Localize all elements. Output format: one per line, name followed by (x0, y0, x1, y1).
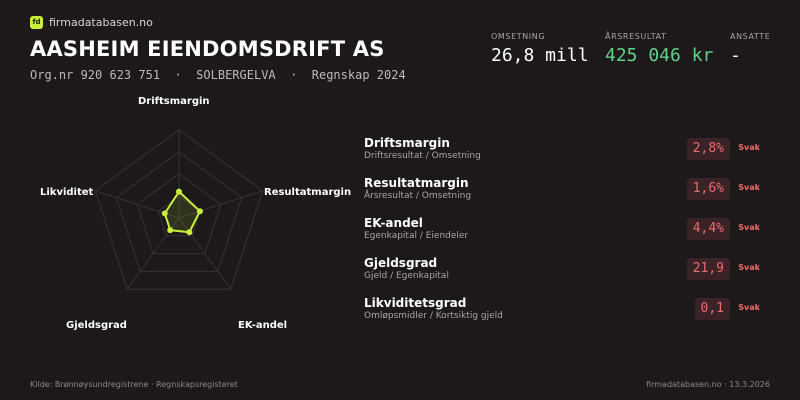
metric-value: 0,1 (694, 298, 730, 320)
metric-value: 21,9 (686, 258, 730, 280)
metric-name: Likviditetsgrad (364, 296, 467, 310)
radar-axis-label-likviditet: Likviditet (40, 187, 94, 198)
radar-axis-label-resultatmargin: Resultatmargin (264, 187, 352, 198)
radar-svg (94, 129, 264, 290)
radar-ring (115, 151, 243, 272)
metric-name: Resultatmargin (364, 176, 469, 190)
radar-score-shape (163, 190, 201, 234)
metric-row-ek-andel[interactable]: EK-andel Egenkapital / Eiendeler 4,4% Sv… (364, 216, 774, 256)
radar-axis-label-gjeldsgrad: Gjeldsgrad (66, 320, 127, 331)
metric-row-resultatmargin[interactable]: Resultatmargin Årsresultat / Omsetning 1… (364, 176, 774, 216)
radar-axis-label-driftsmargin: Driftsmargin (138, 96, 210, 107)
kpi-value: 26,8 mill (491, 45, 589, 66)
kpi-label: ANSATTE (730, 32, 771, 41)
radar-axis-label-ek-andel: EK-andel (238, 320, 288, 331)
radar-ring (136, 173, 222, 255)
metric-name: EK-andel (364, 216, 423, 230)
metrics-list: Driftsmargin Driftsresultat / Omsetning … (364, 136, 774, 336)
metric-status-badge: Svak (738, 183, 760, 192)
kpi-label: ÅRSRESULTAT (605, 32, 667, 41)
radar-point (161, 210, 168, 217)
footer-site-date: firmadatabasen.no · 13.3.2026 (646, 380, 770, 389)
radar-point (186, 229, 193, 236)
metric-formula: Omløpsmidler / Kortsiktig gjeld (364, 311, 503, 321)
metric-status-badge: Svak (738, 143, 760, 152)
radar-chart: Driftsmargin Resultatmargin EK-andel Gje… (0, 90, 360, 350)
radar-ring (94, 129, 264, 290)
kpi-omsetning: OMSETNING 26,8 mill (491, 32, 589, 66)
metric-formula: Gjeld / Egenkapital (364, 271, 449, 281)
brand-logo-icon: fd (30, 16, 43, 29)
kpi-label: OMSETNING (491, 32, 546, 41)
brand[interactable]: fd firmadatabasen.no (30, 16, 153, 29)
metric-formula: Egenkapital / Eiendeler (364, 231, 469, 241)
metric-name: Gjeldsgrad (364, 256, 438, 270)
metric-value: 1,6% (686, 178, 730, 200)
kpi-arsresultat: ÅRSRESULTAT 425 046 kr (605, 32, 713, 66)
metric-value: 4,4% (686, 218, 730, 240)
metric-status-badge: Svak (738, 303, 760, 312)
footer-source: Kilde: Brønnøysundregistrene · Regnskaps… (30, 380, 238, 389)
metric-status-badge: Svak (738, 223, 760, 232)
company-subline: Org.nr 920 623 751 · SOLBERGELVA · Regns… (30, 68, 406, 82)
kpi-ansatte: ANSATTE - (730, 32, 770, 66)
metric-status-badge: Svak (738, 263, 760, 272)
metric-row-driftsmargin[interactable]: Driftsmargin Driftsresultat / Omsetning … (364, 136, 774, 176)
kpi-value: - (730, 45, 741, 66)
radar-point (167, 227, 174, 234)
metric-row-likviditetsgrad[interactable]: Likviditetsgrad Omløpsmidler / Kortsikti… (364, 296, 774, 336)
brand-name: firmadatabasen.no (49, 16, 153, 29)
radar-point (176, 188, 182, 195)
metric-value: 2,8% (686, 138, 730, 160)
company-name: AASHEIM EIENDOMSDRIFT AS (30, 37, 385, 61)
kpi-value: 425 046 kr (605, 45, 714, 66)
metric-row-gjeldsgrad[interactable]: Gjeldsgrad Gjeld / Egenkapital 21,9 Svak (364, 256, 774, 296)
radar-spoke (178, 190, 263, 219)
metric-name: Driftsmargin (364, 136, 450, 150)
radar-point (196, 208, 203, 215)
metric-formula: Driftsresultat / Omsetning (364, 151, 481, 161)
metric-formula: Årsresultat / Omsetning (364, 191, 472, 201)
